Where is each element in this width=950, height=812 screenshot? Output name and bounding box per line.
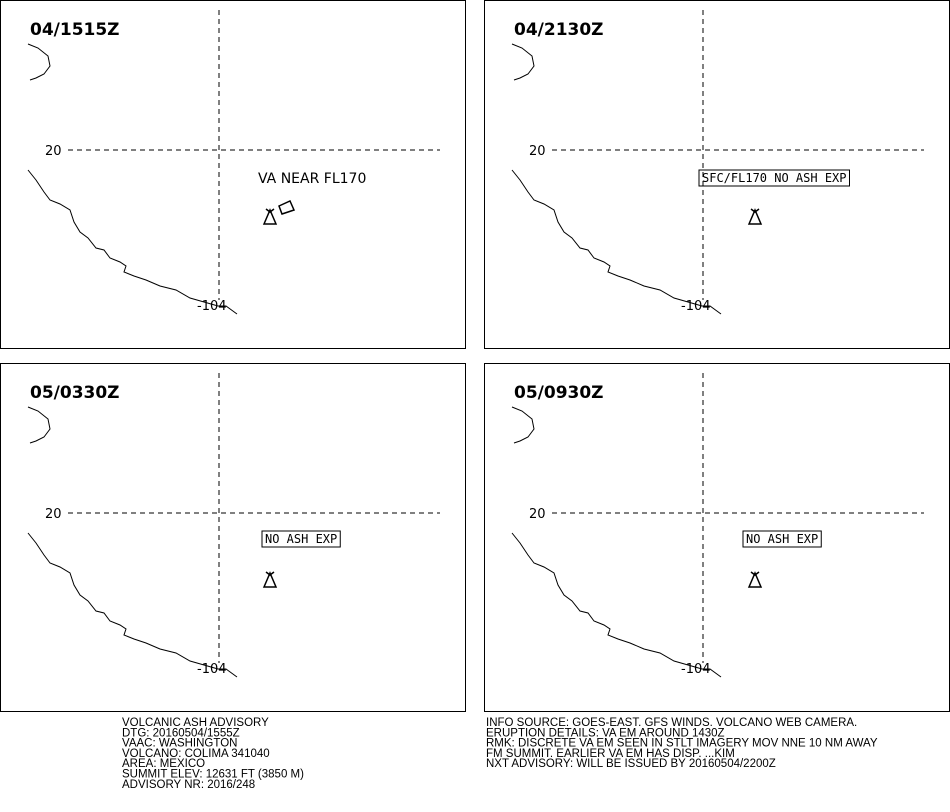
- longitude-label: -104: [197, 662, 227, 677]
- coastline: [27, 169, 238, 315]
- advisory-line: SUMMIT ELEV: 12631 FT (3850 M): [122, 769, 304, 781]
- volcano-symbol: [747, 571, 763, 588]
- coastline: [511, 43, 535, 81]
- latitude-label: 20: [45, 507, 62, 522]
- advisory-line: INFO SOURCE: GOES-EAST. GFS WINDS. VOLCA…: [486, 717, 857, 729]
- map-panel: 05/0330Z 20 -104 NO ASH EXP: [0, 363, 466, 712]
- ash-area: [278, 200, 296, 215]
- coastline: [511, 169, 722, 315]
- map-panel: 04/1515Z 20 -104 VA NEAR FL170: [0, 0, 466, 349]
- map-panel: 04/2130Z 20 -104 SFC/FL170 NO ASH EXP: [484, 0, 950, 349]
- annotation-box: [261, 530, 341, 548]
- advisory-line: ERUPTION DETAILS: VA EM AROUND 1430Z: [486, 727, 725, 739]
- volcano-symbol: [747, 208, 763, 225]
- annotation-box: [698, 169, 850, 187]
- longitude-label: -104: [197, 299, 227, 314]
- advisory-line: FM SUMMIT. EARLIER VA EM HAS DISP. ...KI…: [486, 748, 735, 760]
- valid-time: 05/0930Z: [514, 383, 604, 403]
- volcano-symbol: [262, 571, 278, 588]
- advisory-line: VOLCANO: COLIMA 341040: [122, 748, 270, 760]
- ash-forecast: VA NEAR FL170: [258, 171, 366, 187]
- valid-time: 04/1515Z: [30, 20, 120, 40]
- advisory-line: AREA: MEXICO: [122, 758, 205, 770]
- valid-time: 04/2130Z: [514, 20, 604, 40]
- advisory-line: RMK: DISCRETE VA EM SEEN IN STLT IMAGERY…: [486, 738, 878, 750]
- volcano-symbol: [262, 208, 278, 225]
- coastline: [27, 43, 51, 81]
- latitude-label: 20: [529, 144, 546, 159]
- coastline: [27, 532, 238, 678]
- latitude-label: 20: [529, 507, 546, 522]
- longitude-label: -104: [681, 299, 711, 314]
- panel-frame: [0, 0, 466, 349]
- valid-time: 05/0330Z: [30, 383, 120, 403]
- annotation-box: [742, 530, 822, 548]
- map-panel: 05/0930Z 20 -104 NO ASH EXP: [484, 363, 950, 712]
- advisory-line: VOLCANIC ASH ADVISORY: [122, 717, 269, 729]
- coastline: [27, 406, 51, 444]
- panel-frame: [484, 363, 950, 712]
- ash-forecast: NO ASH EXP: [265, 532, 337, 546]
- advisory-line: DTG: 20160504/1555Z: [122, 727, 240, 739]
- coastline: [511, 406, 535, 444]
- longitude-label: -104: [681, 662, 711, 677]
- advisory-line: VAAC: WASHINGTON: [122, 738, 237, 750]
- advisory-line: ADVISORY NR: 2016/248: [122, 779, 255, 791]
- latitude-label: 20: [45, 144, 62, 159]
- panel-frame: [0, 363, 466, 712]
- ash-forecast: SFC/FL170 NO ASH EXP: [702, 171, 847, 185]
- coastline: [511, 532, 722, 678]
- ash-forecast: NO ASH EXP: [746, 532, 818, 546]
- advisory-line: NXT ADVISORY: WILL BE ISSUED BY 20160504…: [486, 758, 776, 770]
